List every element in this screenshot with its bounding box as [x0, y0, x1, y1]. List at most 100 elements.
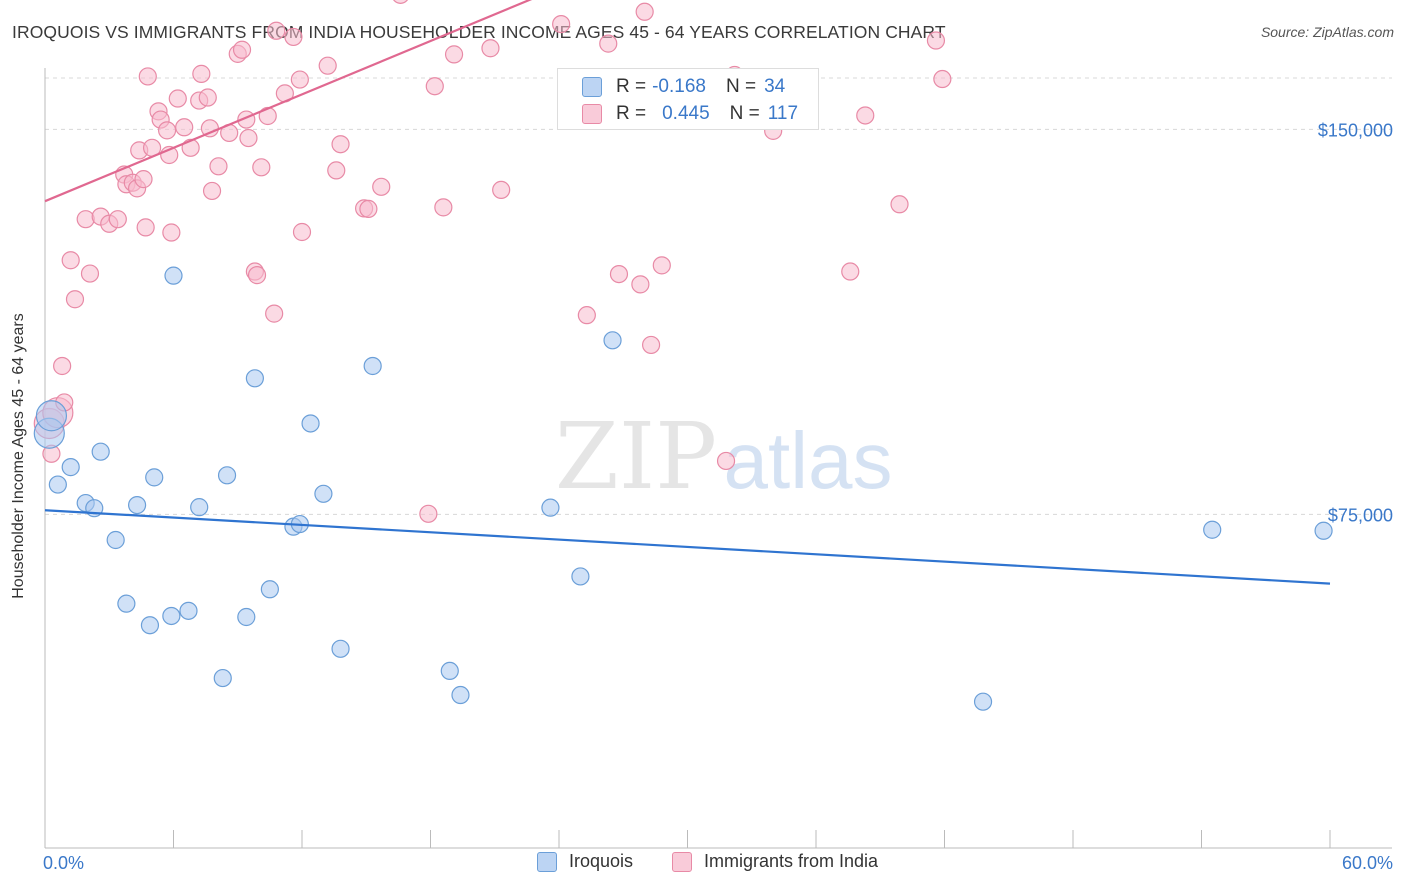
india-point-18	[136, 218, 155, 237]
watermark-zip: ZIP	[555, 403, 717, 510]
iroquois-point-18	[237, 607, 256, 627]
iroquois-point-19	[245, 369, 264, 388]
india-point-11	[108, 210, 127, 229]
india-point-7	[76, 210, 95, 229]
india-point-87	[552, 15, 571, 34]
india-point-49	[292, 222, 312, 242]
legend-swatch-india	[672, 851, 692, 872]
iroquois-point-8	[117, 594, 136, 613]
india-point-59	[372, 177, 391, 196]
india-point-110	[890, 195, 909, 214]
correlation-legend: R = -0.168 N = 34 R = 0.445 N = 117	[557, 68, 819, 130]
iroquois-point-7	[106, 530, 125, 550]
india-point-70	[434, 198, 453, 217]
iroquois-point-20	[260, 580, 279, 599]
india-point-44	[265, 304, 284, 323]
india-point-8	[80, 264, 100, 283]
india-point-53	[327, 161, 346, 180]
watermark-atlas: atlas	[724, 416, 893, 505]
india-point-3	[53, 356, 72, 376]
x-tick-label-max: 60.0%	[1342, 853, 1393, 873]
india-point-27	[175, 118, 194, 137]
chart-title: IROQUOIS VS IMMIGRANTS FROM INDIA HOUSEH…	[12, 22, 946, 42]
india-point-31	[198, 88, 217, 107]
legend-n-value-iroquois: 34	[764, 76, 786, 97]
india-point-71	[444, 45, 464, 64]
iroquois-point-28	[451, 685, 470, 705]
x-tick-label-min: 0.0%	[43, 853, 84, 873]
india-point-62	[393, 0, 409, 4]
legend-item-iroquois[interactable]: Iroquois	[537, 851, 633, 872]
india-point-89	[577, 306, 596, 325]
india-point-39	[239, 128, 258, 148]
iroquois-point-25	[331, 639, 350, 658]
india-points	[33, 0, 952, 523]
y-tick-label-0: $75,000	[1328, 505, 1393, 525]
legend-r-label: R =	[616, 103, 647, 124]
legend-item-india[interactable]: Immigrants from India	[672, 851, 878, 872]
trend-lines	[44, 0, 1331, 585]
legend-label-iroquois: Iroquois	[569, 851, 634, 871]
india-point-33	[202, 181, 222, 201]
india-point-26	[168, 89, 187, 108]
iroquois-point-1	[35, 400, 68, 432]
iroquois-point-31	[603, 331, 622, 350]
india-point-5	[61, 251, 80, 270]
iroquois-point-26	[363, 356, 382, 376]
india-point-54	[331, 135, 350, 154]
iroquois-point-27	[440, 661, 459, 681]
iroquois-point-11	[145, 468, 164, 487]
iroquois-point-12	[162, 606, 181, 626]
india-point-41	[247, 266, 267, 285]
iroquois-point-10	[140, 616, 160, 635]
series-legend: Iroquois Immigrants from India	[0, 851, 1406, 879]
legend-swatch-iroquois	[537, 851, 557, 872]
iroquois-point-16	[213, 668, 232, 688]
india-point-107	[841, 262, 860, 281]
india-point-25	[162, 223, 181, 242]
iroquois-point-29	[541, 498, 560, 517]
india-trend-line	[44, 0, 533, 203]
india-point-112	[926, 31, 946, 50]
india-point-23	[157, 121, 177, 140]
india-point-77	[481, 39, 500, 58]
india-point-19	[138, 67, 157, 86]
india-point-30	[192, 64, 211, 83]
iroquois-trend-line	[44, 509, 1331, 585]
iroquois-point-2	[48, 475, 67, 494]
india-point-92	[609, 264, 629, 284]
iroquois-point-30	[571, 567, 590, 586]
india-point-42	[252, 158, 271, 177]
legend-swatch-india	[582, 104, 602, 124]
iroquois-point-9	[127, 495, 147, 515]
india-point-37	[232, 40, 252, 59]
india-point-94	[631, 275, 650, 294]
iroquois-point-24	[314, 484, 333, 503]
india-point-6	[65, 290, 85, 309]
legend-n-value-india: 117	[767, 103, 799, 124]
legend-swatch-iroquois	[582, 77, 602, 97]
india-point-48	[290, 70, 309, 89]
india-point-109	[856, 106, 875, 125]
india-point-98	[652, 256, 671, 275]
iroquois-point-14	[179, 601, 198, 620]
legend-r-label: R =	[616, 76, 647, 97]
legend-row-india: R = 0.445 N = 117	[582, 102, 798, 126]
y-tick-label-1: $150,000	[1318, 120, 1393, 140]
iroquois-point-6	[91, 442, 110, 461]
y-axis-title: Householder Income Ages 45 - 64 years	[10, 313, 27, 599]
india-point-67	[419, 504, 438, 523]
legend-row-iroquois: R = -0.168 N = 34	[582, 75, 785, 99]
iroquois-point-3	[61, 458, 80, 477]
india-point-47	[284, 27, 303, 47]
iroquois-point-23	[301, 414, 320, 433]
legend-r-value-india: 0.445	[662, 103, 710, 124]
india-point-96	[641, 335, 661, 355]
india-point-58	[359, 199, 378, 218]
india-point-95	[635, 2, 654, 21]
source-note: Source: ZipAtlas.com	[1260, 24, 1394, 40]
india-point-17	[134, 170, 153, 189]
india-point-45	[267, 21, 286, 40]
